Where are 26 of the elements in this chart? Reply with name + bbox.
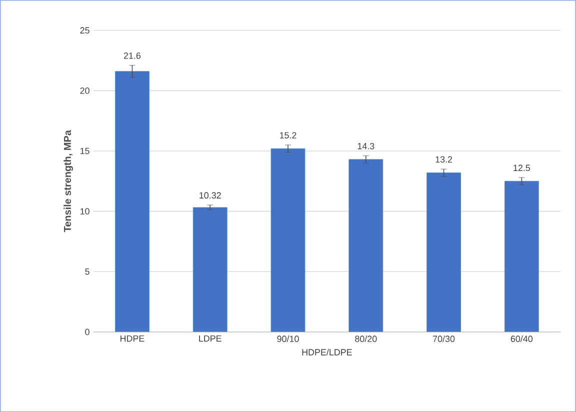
y-tick-label: 5 xyxy=(85,268,90,275)
x-tick-label: 70/30 xyxy=(433,335,455,342)
data-label: 21.6 xyxy=(124,52,141,59)
x-tick-label: LDPE xyxy=(199,335,222,342)
y-tick-label: 20 xyxy=(80,87,90,94)
y-tick-label: 15 xyxy=(80,148,90,154)
bar xyxy=(192,207,228,332)
bar xyxy=(504,180,539,332)
data-label: 12.5 xyxy=(514,164,530,171)
data-label: 15.2 xyxy=(280,132,296,138)
x-tick-label: 90/10 xyxy=(277,335,299,342)
bar xyxy=(426,172,461,332)
data-label: 13.2 xyxy=(436,156,452,162)
data-label: 10.32 xyxy=(200,192,221,198)
bar xyxy=(348,159,384,332)
x-tick-label: 60/40 xyxy=(510,335,533,342)
bar xyxy=(115,71,150,332)
y-axis-title: Tensile strength, MPa xyxy=(64,130,73,232)
x-tick-label: HDPE xyxy=(120,335,144,342)
y-tick-label: 0 xyxy=(85,328,90,335)
bar xyxy=(270,148,306,332)
x-axis-title: HDPE/LDPE xyxy=(302,348,352,356)
x-tick-label: 80/20 xyxy=(355,335,377,342)
data-label: 14.3 xyxy=(358,142,374,150)
y-tick-label: 10 xyxy=(80,208,90,214)
y-tick-label: 25 xyxy=(80,27,90,34)
